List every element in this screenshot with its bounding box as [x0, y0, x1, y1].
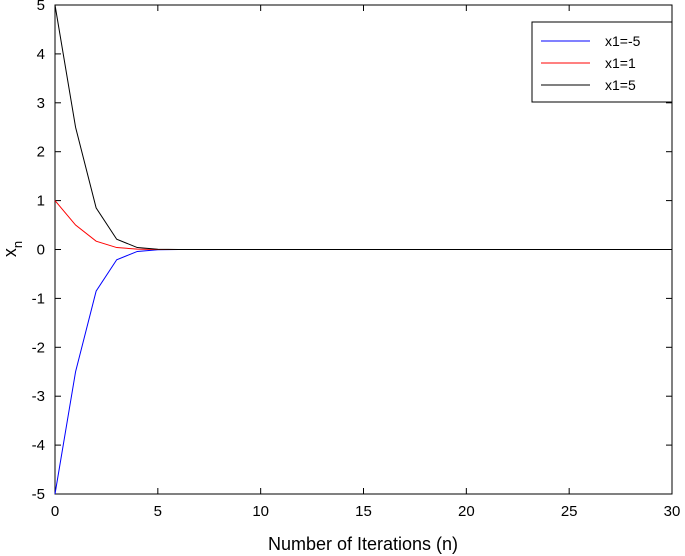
y-axis: -5 -4 -3 -2 -1 0 1 2 3 4 5: [32, 0, 672, 503]
y-tick-label: 5: [37, 0, 45, 14]
x-tick-label: 25: [561, 503, 578, 520]
y-tick-label: 2: [37, 144, 45, 161]
x-tick-label: 20: [458, 503, 475, 520]
x-axis: 0 5 10 15 20 25 30: [51, 5, 681, 520]
y-tick-label: 0: [37, 242, 45, 259]
y-axis-label: xn: [0, 241, 25, 257]
x-tick-label: 0: [51, 503, 59, 520]
series-lines: [54, 4, 672, 495]
x-tick-label: 30: [664, 503, 681, 520]
y-tick-label: 1: [37, 193, 45, 210]
legend-box: [531, 21, 673, 103]
x-axis-label: Number of Iterations (n): [268, 534, 458, 554]
x-tick-label: 15: [355, 503, 372, 520]
y-tick-label: 4: [37, 46, 45, 63]
legend: x1=-5 x1=1 x1=5: [531, 21, 673, 103]
y-tick-label: -5: [32, 486, 45, 503]
legend-label: x1=-5: [605, 33, 641, 49]
x-tick-label: 10: [252, 503, 269, 520]
y-tick-label: -3: [32, 388, 45, 405]
legend-label: x1=5: [605, 77, 636, 93]
y-tick-label: -4: [32, 437, 45, 454]
y-tick-label: -1: [32, 290, 45, 307]
legend-entries: x1=-5 x1=1 x1=5: [541, 33, 641, 93]
y-axis-label-subscript: n: [10, 241, 25, 248]
legend-label: x1=1: [605, 55, 636, 71]
y-tick-label: -2: [32, 339, 45, 356]
x-tick-label: 5: [154, 503, 162, 520]
y-axis-label-main: x: [0, 248, 20, 257]
y-tick-label: 3: [37, 95, 45, 112]
series-line: [54, 4, 672, 250]
